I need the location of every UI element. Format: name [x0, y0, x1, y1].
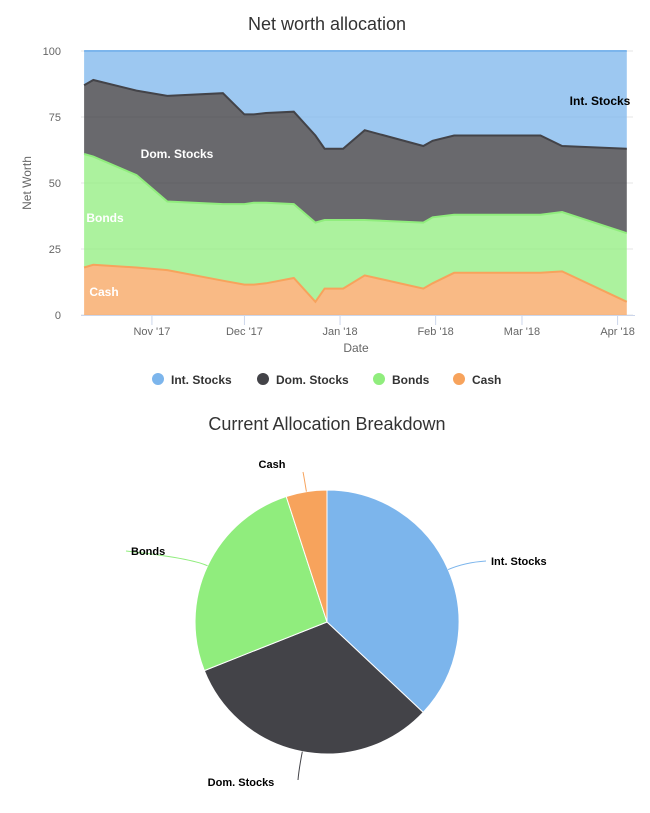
- y-tick-label: 75: [49, 112, 61, 124]
- legend-marker: [453, 373, 465, 385]
- x-tick-label: Feb '18: [417, 326, 453, 338]
- pie-slice-dom-stocks[interactable]: [203, 621, 424, 755]
- pie-label-dom-stocks: Dom. Stocks: [208, 777, 275, 789]
- x-tick-label: Nov '17: [133, 326, 170, 338]
- legend-label: Int. Stocks: [171, 373, 232, 387]
- pie-connectors: [125, 471, 487, 781]
- pie-label-int-stocks: Int. Stocks: [491, 556, 547, 568]
- area-int-stocks: [84, 51, 627, 149]
- y-tick-label: 25: [49, 244, 61, 256]
- area-bonds: [84, 154, 627, 302]
- legend-item-int-stocks[interactable]: Int. Stocks: [152, 373, 232, 387]
- pie-labels: Int. Stocks Dom. Stocks Bonds Cash: [131, 459, 547, 789]
- x-tick-label: Jan '18: [322, 326, 357, 338]
- x-tick-label: Mar '18: [504, 326, 540, 338]
- area-chart: Net worth allocation Nov '17 Dec '17 Jan '…: [20, 14, 635, 387]
- pie-connector: [297, 751, 303, 781]
- chart-title: Net worth allocation: [248, 14, 406, 34]
- y-tick-label: 100: [43, 46, 61, 58]
- legend-marker: [257, 373, 269, 385]
- area-label-int-stocks: Int. Stocks: [570, 94, 631, 108]
- pie-slice-cash[interactable]: [285, 489, 328, 623]
- y-axis: 0 25 50 75 100: [43, 46, 61, 322]
- y-tick-label: 50: [49, 178, 61, 190]
- legend-item-dom-stocks[interactable]: Dom. Stocks: [257, 373, 349, 387]
- pie-connector: [125, 550, 208, 567]
- pie-label-bonds: Bonds: [131, 546, 165, 558]
- pie-slices: [194, 489, 460, 755]
- pie-label-cash: Cash: [259, 459, 286, 471]
- legend-item-cash[interactable]: Cash: [453, 373, 501, 387]
- legend-marker: [373, 373, 385, 385]
- legend-label: Bonds: [392, 373, 430, 387]
- pie-slice-int-stocks[interactable]: [326, 489, 460, 713]
- legend-label: Dom. Stocks: [276, 373, 349, 387]
- y-tick-label: 0: [55, 310, 61, 322]
- line-cash: [83, 263, 628, 304]
- line-dom-stocks: [83, 78, 627, 150]
- y-axis-title: Net Worth: [20, 156, 34, 210]
- pie-chart-title: Current Allocation Breakdown: [208, 414, 445, 434]
- area-label-cash: Cash: [89, 285, 118, 299]
- x-tick-label: Dec '17: [226, 326, 263, 338]
- area-dom-stocks: [84, 80, 627, 234]
- area-labels: Int. Stocks Dom. Stocks Bonds Cash: [86, 94, 630, 299]
- pie-slice-bonds[interactable]: [194, 496, 328, 672]
- pie-chart: Current Allocation Breakdown Int. Stocks…: [125, 414, 547, 789]
- x-axis-title: Date: [343, 341, 369, 355]
- legend-item-bonds[interactable]: Bonds: [373, 373, 430, 387]
- pie-connector: [302, 471, 307, 492]
- x-axis: Nov '17 Dec '17 Jan '18 Feb '18 Mar '18 Apr '…: [81, 315, 635, 338]
- stacked-areas: [84, 51, 627, 315]
- line-bonds: [83, 153, 628, 235]
- area-label-bonds: Bonds: [86, 211, 124, 225]
- pie-connector: [447, 560, 487, 571]
- legend-marker: [152, 373, 164, 385]
- area-cash: [84, 264, 627, 315]
- legend-label: Cash: [472, 373, 501, 387]
- series-lines: [83, 50, 628, 304]
- legend: Int. Stocks Dom. Stocks Bonds Cash: [152, 373, 501, 387]
- area-label-dom-stocks: Dom. Stocks: [141, 147, 214, 161]
- x-tick-label: Apr '18: [600, 326, 635, 338]
